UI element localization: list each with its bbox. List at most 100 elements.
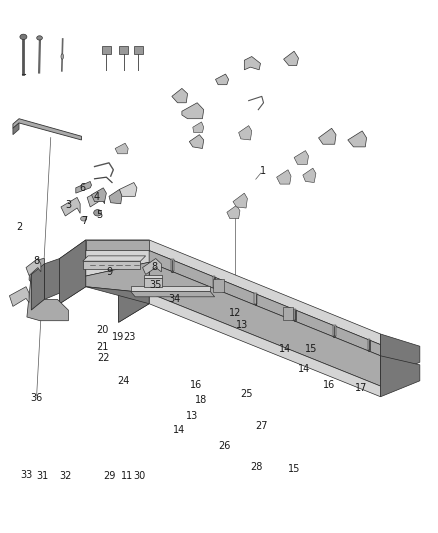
Text: 8: 8 (33, 256, 39, 266)
Polygon shape (119, 262, 149, 312)
Polygon shape (239, 126, 252, 140)
Polygon shape (254, 293, 257, 304)
Polygon shape (144, 275, 162, 278)
Polygon shape (193, 122, 204, 133)
Text: 14: 14 (279, 344, 292, 354)
Polygon shape (92, 188, 106, 201)
Text: 28: 28 (250, 463, 262, 472)
Polygon shape (381, 334, 420, 379)
Polygon shape (119, 262, 381, 367)
Polygon shape (60, 240, 381, 345)
Polygon shape (213, 279, 224, 292)
Polygon shape (294, 310, 296, 321)
Polygon shape (86, 262, 149, 293)
Text: 12: 12 (230, 308, 242, 318)
Ellipse shape (94, 209, 102, 216)
Polygon shape (303, 168, 316, 182)
Polygon shape (368, 340, 370, 351)
Polygon shape (31, 264, 44, 310)
Text: 14: 14 (173, 425, 185, 435)
Polygon shape (171, 259, 173, 271)
Text: 29: 29 (103, 472, 115, 481)
Ellipse shape (81, 216, 87, 221)
Text: 31: 31 (36, 472, 48, 481)
Text: 7: 7 (81, 216, 88, 227)
Polygon shape (172, 88, 187, 103)
Polygon shape (115, 143, 128, 154)
Text: 23: 23 (124, 332, 136, 342)
Polygon shape (182, 103, 204, 119)
Text: 21: 21 (96, 342, 108, 352)
Text: 14: 14 (298, 364, 310, 374)
Polygon shape (131, 292, 215, 297)
Polygon shape (86, 251, 381, 368)
Text: 4: 4 (94, 192, 100, 203)
Polygon shape (86, 240, 149, 251)
Text: 25: 25 (240, 389, 252, 399)
Polygon shape (213, 277, 215, 288)
Polygon shape (60, 276, 381, 379)
Text: 5: 5 (96, 210, 102, 220)
Text: 17: 17 (355, 383, 367, 393)
Polygon shape (244, 56, 261, 70)
Polygon shape (83, 256, 146, 261)
Polygon shape (134, 46, 143, 54)
Polygon shape (227, 205, 240, 219)
Text: 24: 24 (118, 376, 130, 386)
Ellipse shape (61, 54, 64, 59)
Polygon shape (76, 181, 92, 193)
Polygon shape (10, 287, 29, 306)
Text: 35: 35 (149, 280, 162, 290)
Text: 36: 36 (30, 393, 42, 403)
Text: 16: 16 (190, 379, 202, 390)
Text: 32: 32 (59, 472, 71, 481)
Polygon shape (119, 262, 149, 322)
Polygon shape (333, 326, 335, 337)
Ellipse shape (37, 36, 42, 40)
Text: 26: 26 (218, 441, 230, 451)
Text: 13: 13 (236, 320, 248, 330)
Polygon shape (120, 46, 128, 54)
Text: 30: 30 (134, 472, 146, 481)
Polygon shape (284, 51, 298, 66)
Polygon shape (367, 339, 370, 350)
Polygon shape (293, 309, 296, 320)
Polygon shape (109, 189, 122, 204)
Polygon shape (26, 259, 41, 276)
Text: 2: 2 (16, 222, 22, 232)
Polygon shape (277, 169, 291, 184)
Polygon shape (143, 259, 161, 274)
Ellipse shape (20, 34, 27, 39)
Text: 20: 20 (96, 325, 108, 335)
Polygon shape (60, 251, 86, 293)
Polygon shape (13, 119, 81, 140)
Polygon shape (60, 240, 86, 304)
Polygon shape (13, 123, 19, 135)
Polygon shape (212, 276, 215, 287)
Text: 22: 22 (97, 353, 110, 363)
Polygon shape (144, 278, 162, 287)
Polygon shape (171, 260, 173, 272)
Text: 1: 1 (260, 166, 266, 176)
Polygon shape (215, 74, 229, 85)
Text: 11: 11 (121, 472, 134, 481)
Polygon shape (294, 151, 308, 165)
Text: 34: 34 (168, 294, 180, 304)
Polygon shape (87, 189, 105, 207)
Polygon shape (86, 287, 149, 304)
Polygon shape (283, 307, 293, 320)
Polygon shape (83, 261, 141, 269)
Text: 8: 8 (151, 262, 157, 271)
Polygon shape (381, 356, 420, 397)
Polygon shape (86, 251, 149, 276)
Polygon shape (27, 274, 68, 321)
Polygon shape (44, 259, 60, 300)
Polygon shape (120, 182, 137, 196)
Text: 3: 3 (65, 200, 71, 211)
Text: 9: 9 (106, 267, 112, 277)
Polygon shape (61, 197, 80, 216)
Text: 33: 33 (20, 470, 32, 480)
Polygon shape (348, 131, 367, 147)
Polygon shape (318, 128, 336, 144)
Text: 15: 15 (288, 464, 300, 473)
